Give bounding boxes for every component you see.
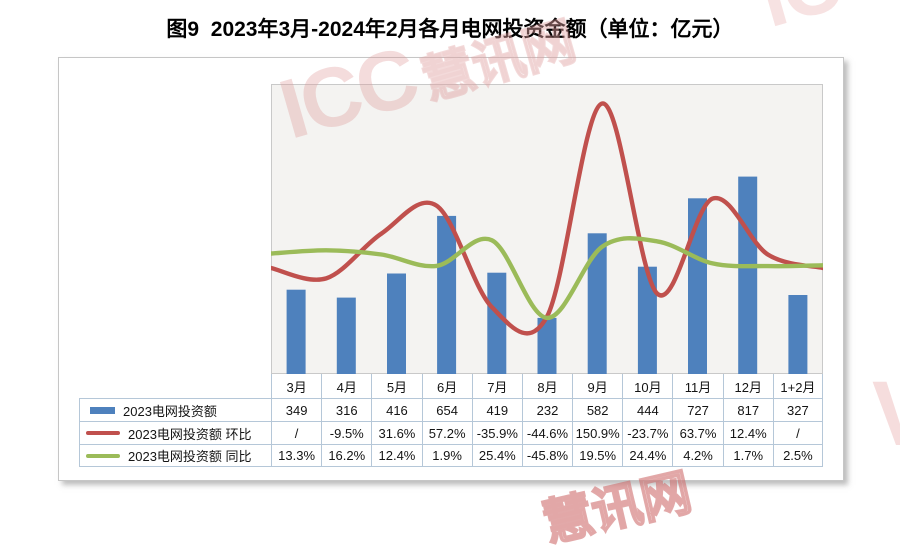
bar-1+2月 (788, 295, 808, 374)
series-name-label: 2023电网投资额 环比 (128, 426, 252, 442)
table-value-cell: 1.9% (421, 444, 472, 467)
line-2023电网投资额 同比 (271, 236, 823, 321)
table-value-cell: 316 (321, 398, 372, 421)
table-value-cell: -35.9% (471, 421, 522, 444)
month-header-cell: 6月 (421, 374, 472, 398)
watermark-fragment-right-edge: V (872, 362, 900, 467)
table-value-cell: 817 (722, 398, 773, 421)
table-value-cell: / (772, 421, 823, 444)
legend-key-bar (90, 406, 115, 414)
table-value-cell: 349 (271, 398, 322, 421)
data-table: 3月 4月 5月 6月 7月 8月 9月 10月 11月 12月 1+2月 2023电网投资额 349 3… (79, 374, 823, 467)
table-corner-cell (79, 374, 271, 398)
month-header-cell: 5月 (371, 374, 421, 398)
table-value-cell: 327 (772, 398, 823, 421)
table-value-cell: 1.7% (722, 444, 773, 467)
table-value-cell: 13.3% (271, 444, 322, 467)
bar-11月 (688, 198, 707, 374)
table-value-cell: 419 (471, 398, 522, 421)
table-value-cell: -45.8% (521, 444, 573, 467)
table-value-cell: 57.2% (421, 421, 472, 444)
month-header-cell: 3月 (271, 374, 321, 398)
table-value-cell: 232 (521, 398, 573, 421)
table-value-cell: 31.6% (371, 421, 422, 444)
table-value-cell: 12.4% (371, 444, 422, 467)
bar-6月 (437, 215, 457, 374)
table-value-cell: 727 (672, 398, 723, 421)
chart-canvas (271, 101, 823, 374)
bar-3月 (286, 289, 306, 374)
month-header-cell: 8月 (521, 374, 572, 398)
legend-key-line (86, 431, 120, 435)
month-header-cell: 11月 (672, 374, 722, 398)
month-header-cell: 9月 (572, 374, 622, 398)
table-value-cell: 416 (371, 398, 422, 421)
table-value-cell: 4.2% (672, 444, 723, 467)
table-value-cell: -23.7% (622, 421, 673, 444)
table-value-cell: 444 (622, 398, 673, 421)
table-value-cell: 16.2% (321, 444, 372, 467)
line-2023电网投资额 环比 (271, 101, 823, 336)
month-header-cell: 10月 (622, 374, 672, 398)
table-value-cell: 654 (421, 398, 472, 421)
table-value-cell: -9.5% (321, 421, 372, 444)
bar-9月 (587, 233, 607, 374)
table-value-cell: 25.4% (471, 444, 522, 467)
table-value-cell: 19.5% (572, 444, 623, 467)
table-value-cell: 150.9% (572, 421, 623, 444)
table-value-cell: / (271, 421, 322, 444)
table-value-cell: 2.5% (772, 444, 823, 467)
month-header-cell: 7月 (471, 374, 522, 398)
month-header-cell: 4月 (321, 374, 371, 398)
legend-cell: 2023电网投资额 环比 (79, 421, 271, 444)
chart-title: 图9 2023年3月-2024年2月各月电网投资金额（单位：亿元） (166, 18, 734, 41)
bar-10月 (637, 266, 657, 374)
series-name-label: 2023电网投资额 (123, 403, 217, 419)
table-value-cell: 24.4% (622, 444, 673, 467)
legend-cell: 2023电网投资额 同比 (79, 444, 271, 467)
month-header-cell: 1+2月 (772, 374, 823, 398)
bar-4月 (336, 297, 356, 374)
bar-7月 (487, 272, 507, 374)
month-header-cell: 12月 (722, 374, 773, 398)
bar-5月 (387, 273, 406, 374)
bar-8月 (537, 317, 557, 374)
series-name-label: 2023电网投资额 同比 (128, 449, 252, 464)
table-value-cell: -44.6% (521, 421, 573, 444)
table-value-cell: 12.4% (722, 421, 773, 444)
legend-key-line (86, 453, 120, 458)
table-value-cell: 582 (572, 398, 623, 421)
bar-12月 (738, 176, 758, 374)
table-value-cell: 63.7% (672, 421, 723, 444)
legend-cell: 2023电网投资额 (79, 398, 271, 421)
chart-panel: 3月 4月 5月 6月 7月 8月 9月 10月 11月 12月 1+2月 2023电网投资额 349 3… (58, 57, 844, 481)
